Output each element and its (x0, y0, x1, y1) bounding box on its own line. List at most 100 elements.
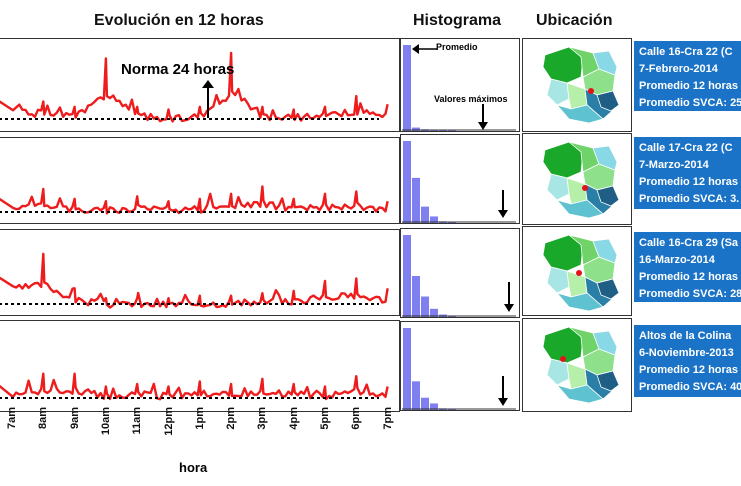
histogram-bar (403, 45, 411, 131)
map-region (596, 185, 620, 207)
map-region (566, 177, 588, 205)
map-region (566, 82, 588, 110)
line-chart-1 (0, 38, 400, 132)
histogram-4 (400, 321, 520, 411)
histogram-bar (421, 206, 429, 223)
location-map-1 (522, 38, 632, 132)
location-title: Altos de la Colina (639, 330, 732, 342)
location-svca: Promedio SVCA: 28 (639, 288, 741, 300)
location-title: Calle 16-Cra 22 (C (639, 46, 733, 58)
histogram-bar (430, 403, 438, 410)
map-region (596, 370, 620, 392)
location-header: Ubicación (536, 12, 613, 29)
location-avg12: Promedio 12 horas (639, 80, 739, 92)
histogram-bar (430, 130, 438, 131)
x-tick-label: 10am (99, 407, 112, 436)
x-tick-label: 9am (68, 407, 81, 430)
histogram-bar (421, 397, 429, 410)
x-tick-label: 7am (6, 407, 18, 430)
x-tick-label: 12pm (162, 407, 175, 436)
location-date: 6-Noviembre-2013 (639, 347, 734, 359)
map-region (546, 358, 570, 386)
x-tick-label: 5pm (319, 407, 331, 430)
max-arrow-icon (504, 282, 514, 312)
x-axis-label: hora (179, 460, 208, 475)
line-chart-3 (0, 229, 400, 316)
map-region (592, 50, 618, 76)
x-tick-label: 3pm (256, 407, 269, 430)
norm-annotation: Norma 24 horas (121, 61, 235, 78)
location-date: 7-Febrero-2014 (639, 63, 718, 75)
map-region (596, 278, 620, 300)
location-avg12: Promedio 12 horas (639, 176, 739, 188)
location-title: Calle 17-Cra 22 (C (639, 142, 733, 154)
location-map-4 (522, 318, 632, 412)
histogram-3 (400, 228, 520, 318)
location-map-2 (522, 133, 632, 225)
location-map-3 (522, 226, 632, 316)
location-svca: Promedio SVCA: 40 (639, 381, 741, 393)
series-line (0, 372, 389, 401)
map-region (555, 292, 604, 312)
series-line (0, 185, 389, 215)
histogram-2 (400, 134, 520, 224)
map-region (555, 199, 604, 219)
location-info-3: Calle 16-Cra 29 (Sa 16-Marzo-2014 Promed… (634, 232, 741, 302)
histogram-bar (412, 177, 420, 223)
histogram-bar (412, 127, 420, 131)
norm-arrow-icon (202, 80, 214, 118)
location-title: Calle 16-Cra 29 (Sa (639, 237, 739, 249)
max-values-annotation: Valores máximos (434, 94, 508, 104)
map-region (566, 362, 588, 390)
x-tick-label: 11am (131, 407, 144, 435)
line-chart-4 (0, 320, 400, 412)
x-tick-label: 8am (37, 407, 50, 430)
histogram-bar (412, 381, 420, 410)
histogram-bar (439, 130, 447, 131)
line-chart-2 (0, 137, 400, 224)
map-region (546, 173, 570, 201)
location-info-4: Altos de la Colina 6-Noviembre-2013 Prom… (634, 325, 741, 397)
location-avg12: Promedio 12 horas (639, 271, 739, 283)
map-region (546, 78, 570, 106)
location-info-2: Calle 17-Cra 22 (C 7-Marzo-2014 Promedio… (634, 137, 741, 209)
map-region (592, 330, 618, 356)
map-region (592, 238, 618, 264)
map-region (592, 145, 618, 171)
histogram-bar (430, 308, 438, 317)
histogram-bar (421, 296, 429, 317)
series-line (0, 51, 389, 123)
average-arrow-icon (412, 44, 437, 54)
map-region (555, 104, 604, 124)
histogram-1 (400, 38, 520, 132)
map-region (596, 90, 620, 112)
histogram-bar (448, 409, 456, 410)
x-tick-label: 6pm (350, 407, 363, 430)
x-tick-label: 7pm (381, 407, 394, 430)
location-marker-icon (560, 356, 566, 362)
location-date: 16-Marzo-2014 (639, 254, 715, 266)
map-region (546, 266, 570, 294)
histogram-bar (448, 222, 456, 223)
x-tick-label: 1pm (193, 407, 206, 430)
location-avg12: Promedio 12 horas (639, 364, 739, 376)
location-svca: Promedio SVCA: 3. (639, 193, 740, 205)
location-marker-icon (576, 270, 582, 276)
location-info-1: Calle 16-Cra 22 (C 7-Febrero-2014 Promed… (634, 41, 741, 111)
map-region (555, 384, 604, 404)
max-arrow-icon (498, 190, 508, 218)
max-arrow-icon (498, 376, 508, 406)
evolution-header: Evolución en 12 horas (94, 12, 264, 29)
location-marker-icon (588, 88, 594, 94)
average-annotation: Promedio (436, 42, 478, 52)
x-tick-label: 2pm (225, 407, 238, 430)
x-tick-label: 4pm (287, 407, 300, 430)
location-date: 7-Marzo-2014 (639, 159, 709, 171)
location-marker-icon (582, 185, 588, 191)
histogram-bar (448, 316, 456, 317)
histogram-bar (403, 141, 411, 223)
max-arrow-icon (478, 104, 488, 130)
histogram-bar (403, 328, 411, 410)
series-line (0, 252, 389, 309)
histogram-header: Histograma (413, 12, 502, 29)
